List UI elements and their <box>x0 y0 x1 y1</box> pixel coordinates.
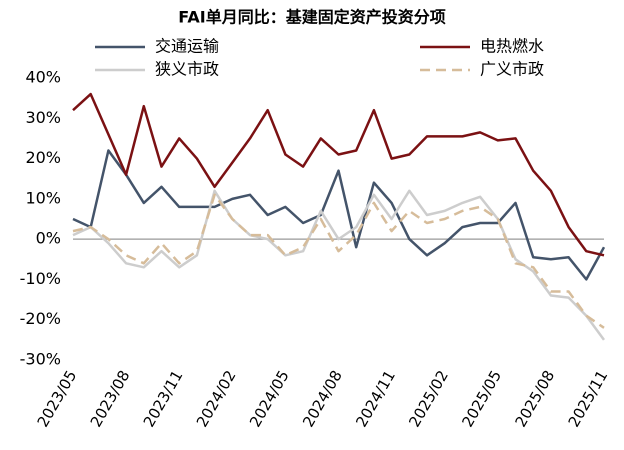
x-tick-label: 2023/05 <box>34 367 81 430</box>
y-tick-label: 10% <box>25 188 61 207</box>
x-tick-label: 2024/11 <box>352 367 399 430</box>
legend-label: 交通运输 <box>155 37 219 56</box>
x-tick-label: 2025/11 <box>565 367 612 430</box>
y-tick-label: -10% <box>20 269 61 288</box>
series-line <box>72 149 606 281</box>
legend-label: 狭义市政 <box>155 60 219 79</box>
y-tick-label: 20% <box>25 148 61 167</box>
x-tick-label: 2024/05 <box>246 367 293 430</box>
x-tick-label: 2024/02 <box>193 367 240 430</box>
legend-label: 电热燃水 <box>480 37 544 56</box>
y-tick-label: 40% <box>25 68 61 87</box>
x-tick-label: 2024/08 <box>299 367 346 430</box>
chart-title: FAI单月同比：基建固定资产投资分项 <box>178 8 445 27</box>
y-tick-label: -20% <box>20 309 61 328</box>
x-tick-label: 2025/05 <box>458 367 505 430</box>
x-tick-label: 2025/02 <box>405 367 452 430</box>
x-tick-label: 2025/08 <box>512 367 559 430</box>
series-line <box>72 92 605 257</box>
series-line <box>72 193 605 329</box>
series-line <box>72 189 606 341</box>
y-tick-label: -30% <box>20 350 61 369</box>
x-tick-label: 2023/08 <box>87 367 134 430</box>
x-tick-label: 2023/11 <box>140 367 187 430</box>
y-tick-label: 0% <box>36 229 61 248</box>
y-tick-label: 30% <box>25 108 61 127</box>
legend-label: 广义市政 <box>480 60 544 79</box>
